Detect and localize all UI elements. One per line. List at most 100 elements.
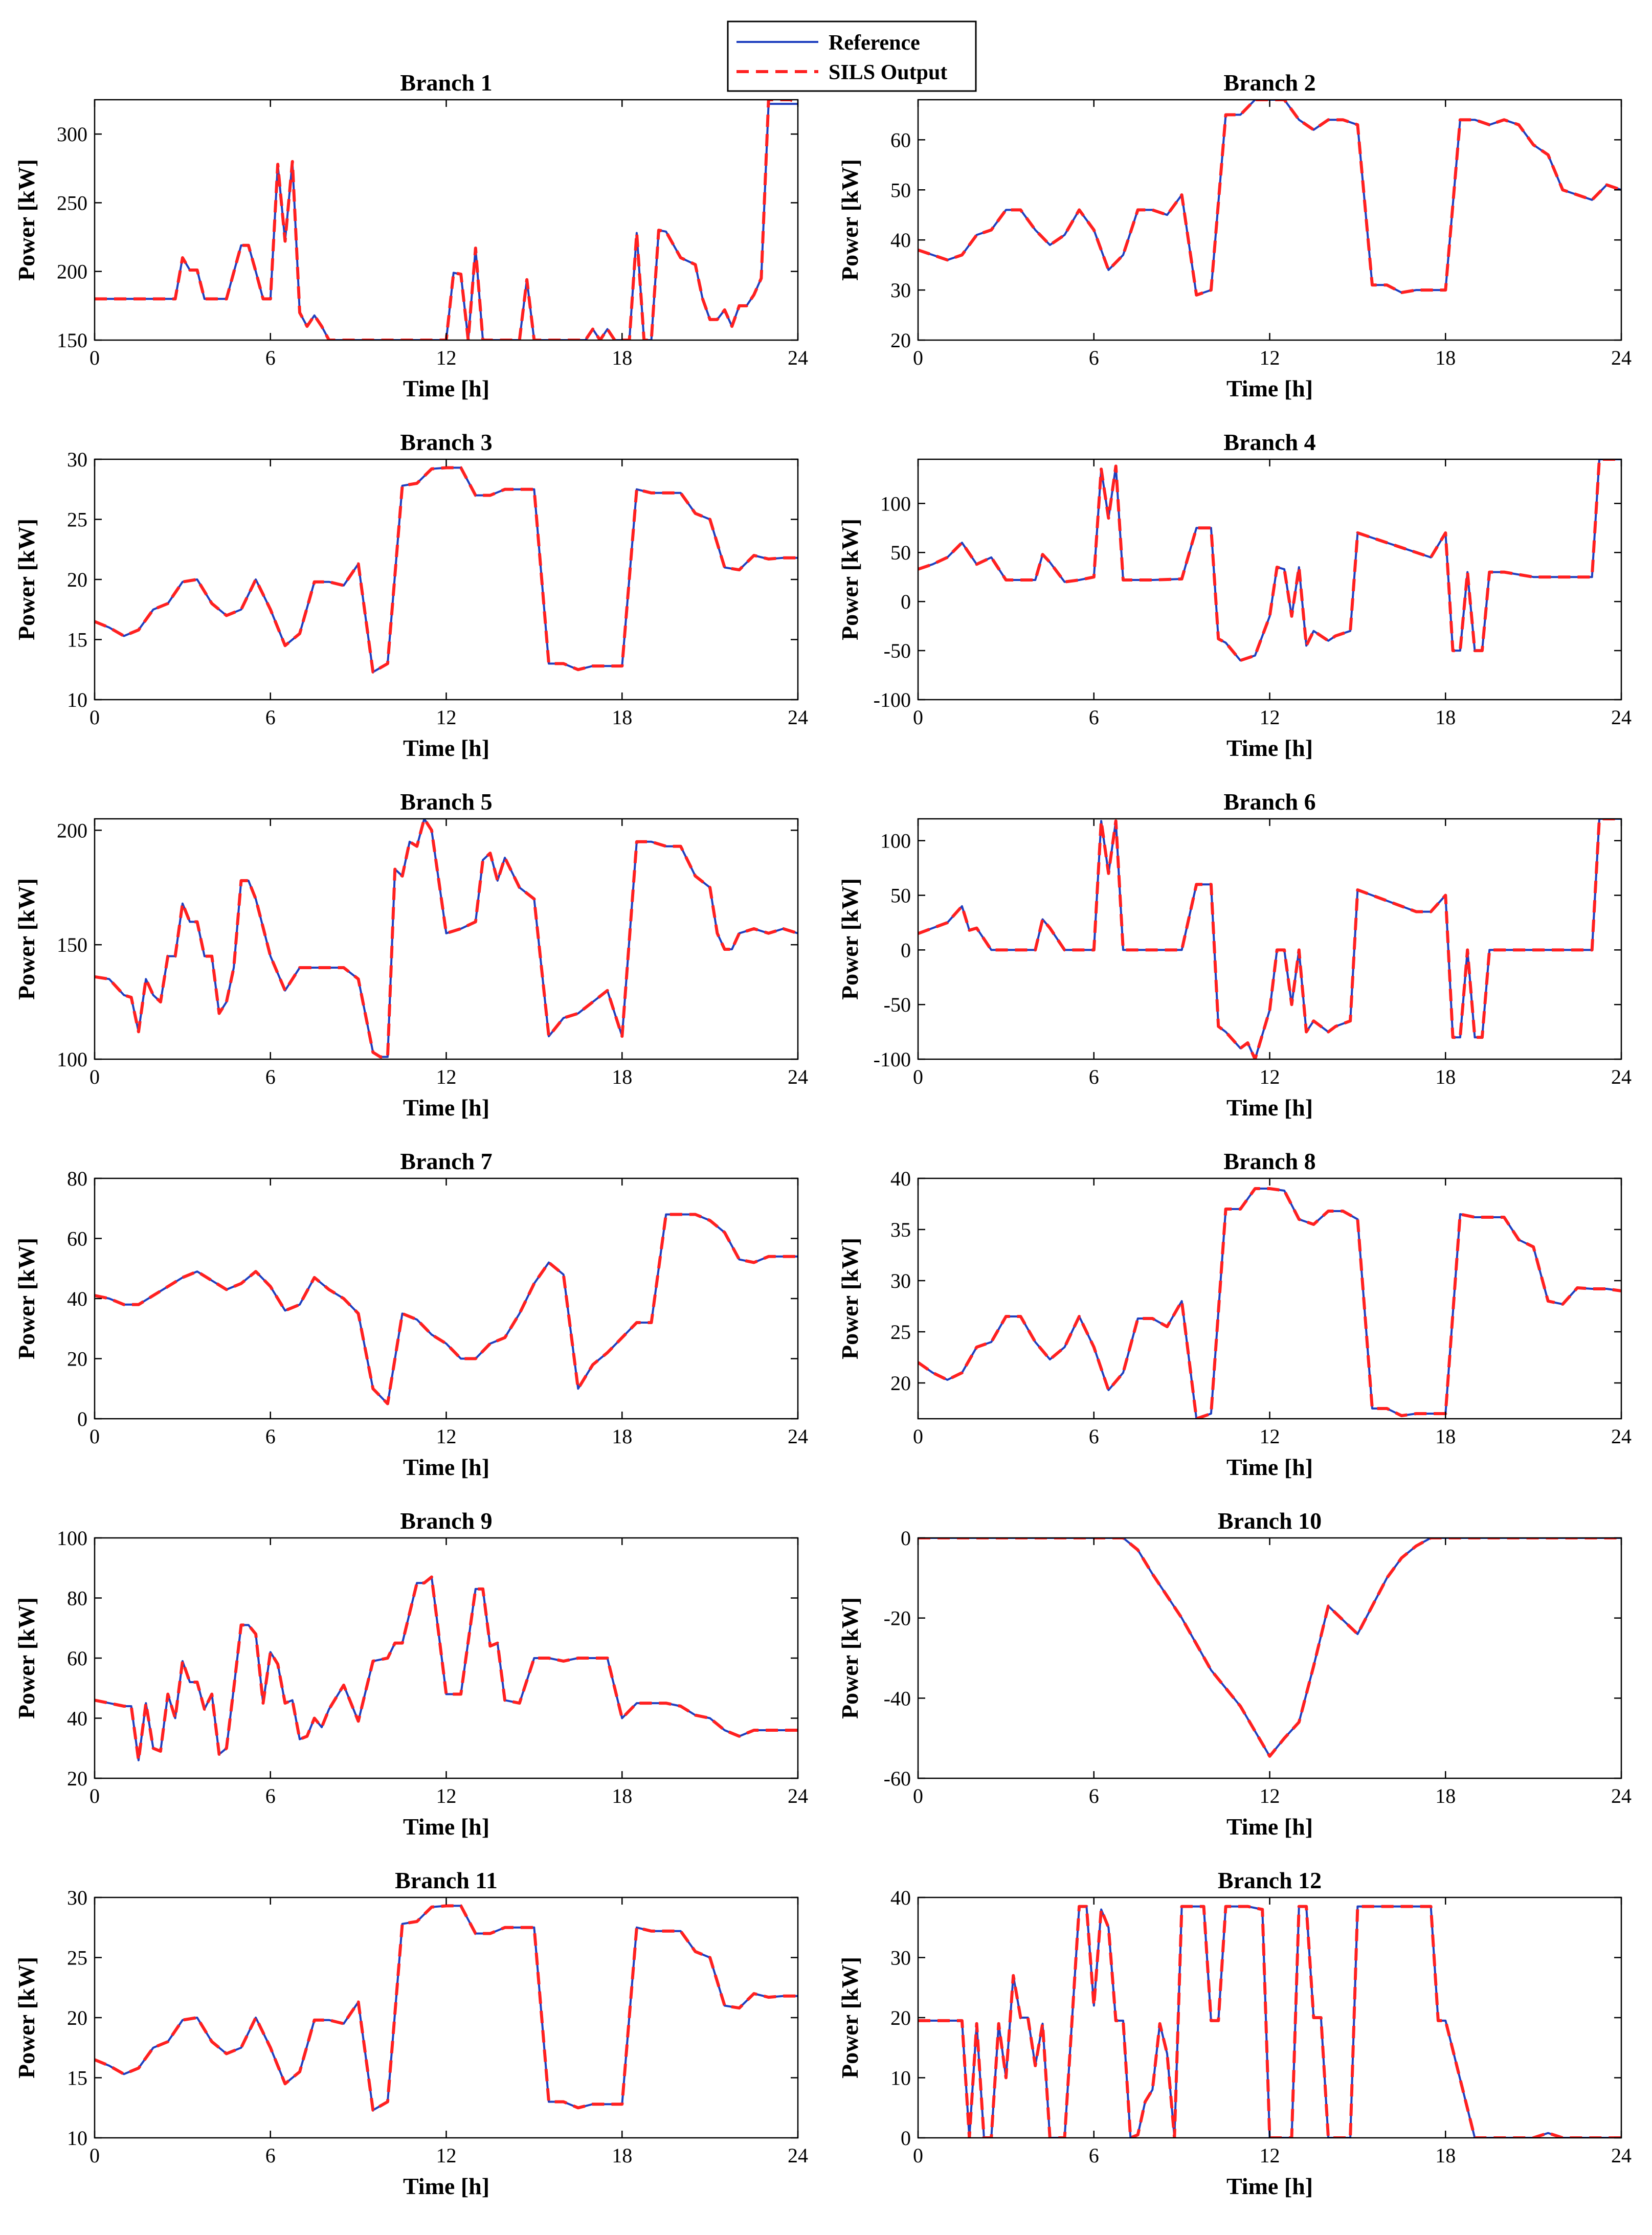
x-tick-label: 6 bbox=[265, 346, 276, 369]
y-tick-label: 60 bbox=[890, 128, 911, 151]
x-tick-label: 18 bbox=[1435, 346, 1456, 369]
y-tick-label: 60 bbox=[67, 1647, 87, 1670]
x-axis-label: Time [h] bbox=[403, 1454, 489, 1480]
x-tick-label: 12 bbox=[436, 1784, 457, 1807]
x-tick-label: 12 bbox=[436, 1425, 457, 1448]
plot-area bbox=[918, 819, 1621, 1059]
y-tick-label: 20 bbox=[67, 1348, 87, 1371]
y-tick-label: 0 bbox=[901, 2127, 911, 2150]
y-tick-label: 25 bbox=[890, 1321, 911, 1344]
y-tick-label: 250 bbox=[57, 191, 87, 214]
plot-area bbox=[918, 1178, 1621, 1419]
x-axis-label: Time [h] bbox=[403, 1814, 489, 1840]
subplot-branch-9: 0 6 12 18 24 20 40 60 80 100 Branch 9 Time [h] Power… bbox=[13, 1508, 808, 1840]
y-tick-label: 0 bbox=[901, 590, 911, 613]
chart-title: Branch 6 bbox=[1223, 789, 1315, 815]
x-tick-label: 12 bbox=[436, 1065, 457, 1088]
y-tick-label: -50 bbox=[884, 993, 911, 1016]
series-line-sils-output bbox=[918, 1905, 1621, 2138]
y-axis-label: Power [kW] bbox=[13, 159, 39, 281]
plot-area bbox=[918, 1897, 1621, 2138]
y-tick-label: 60 bbox=[67, 1227, 87, 1250]
y-tick-label: 100 bbox=[880, 492, 911, 515]
y-tick-label: 30 bbox=[890, 1269, 911, 1292]
x-tick-label: 24 bbox=[788, 706, 808, 729]
x-axis-label: Time [h] bbox=[403, 375, 489, 401]
subplot-branch-5: 0 6 12 18 24 100 150 200 Branch 5 Time [h] Power [… bbox=[13, 789, 808, 1121]
x-tick-label: 18 bbox=[612, 1425, 632, 1448]
x-tick-label: 24 bbox=[1611, 2144, 1632, 2167]
plot-area bbox=[918, 1538, 1621, 1778]
y-tick-label: 20 bbox=[67, 1767, 87, 1790]
x-axis-label: Time [h] bbox=[1226, 2173, 1313, 2199]
series-line-sils-output bbox=[95, 1575, 798, 1762]
y-axis-label: Power [kW] bbox=[13, 1957, 39, 2078]
legend-reference-label: Reference bbox=[829, 31, 920, 55]
y-tick-label: 50 bbox=[890, 541, 911, 564]
y-tick-label: 20 bbox=[890, 2006, 911, 2029]
y-tick-label: 30 bbox=[890, 279, 911, 302]
x-tick-label: 24 bbox=[788, 2144, 808, 2167]
y-tick-label: 30 bbox=[67, 1886, 87, 1909]
x-axis-label: Time [h] bbox=[1226, 1814, 1313, 1840]
x-tick-label: 0 bbox=[90, 1784, 100, 1807]
legend-sils-label: SILS Output bbox=[829, 61, 947, 84]
x-tick-label: 18 bbox=[612, 1784, 632, 1807]
series-line-sils-output bbox=[95, 819, 798, 1059]
y-axis-label: Power [kW] bbox=[13, 1597, 39, 1719]
subplot-branch-1: 0 6 12 18 24 150 200 250 300 Branch 1 Time [h] Powe… bbox=[13, 70, 808, 401]
legend-box bbox=[727, 20, 977, 92]
y-tick-label: 25 bbox=[67, 508, 87, 531]
x-tick-label: 18 bbox=[1435, 1065, 1456, 1088]
x-axis-label: Time [h] bbox=[403, 1094, 489, 1121]
x-tick-label: 0 bbox=[913, 346, 923, 369]
x-tick-label: 0 bbox=[913, 2144, 923, 2167]
subplot-branch-7: 0 6 12 18 24 0 20 40 60 80 Branch 7 Time [h] Power [… bbox=[13, 1148, 808, 1480]
x-tick-label: 12 bbox=[1260, 1784, 1280, 1807]
x-tick-label: 24 bbox=[788, 1784, 808, 1807]
series-line-sils-output bbox=[918, 100, 1621, 297]
x-tick-label: 24 bbox=[788, 346, 808, 369]
x-tick-label: 24 bbox=[1611, 1784, 1632, 1807]
y-tick-label: 80 bbox=[67, 1167, 87, 1190]
y-axis-label: Power [kW] bbox=[837, 1957, 863, 2078]
x-tick-label: 0 bbox=[90, 1065, 100, 1088]
chart-title: Branch 3 bbox=[400, 429, 492, 455]
y-axis-label: Power [kW] bbox=[13, 519, 39, 640]
x-tick-label: 6 bbox=[1089, 2144, 1099, 2167]
chart-title: Branch 7 bbox=[400, 1148, 492, 1174]
plot-area bbox=[95, 819, 798, 1059]
chart-title: Branch 11 bbox=[395, 1867, 498, 1893]
y-tick-label: 0 bbox=[77, 1407, 87, 1431]
x-tick-label: 6 bbox=[265, 1065, 276, 1088]
y-tick-label: 35 bbox=[890, 1218, 911, 1241]
subplot-branch-4: 0 6 12 18 24 -100 -50 0 50 100 Branch 4 Time [h] Pow… bbox=[837, 429, 1632, 761]
x-tick-label: 12 bbox=[1260, 1425, 1280, 1448]
x-axis-label: Time [h] bbox=[1226, 375, 1313, 401]
y-tick-label: 40 bbox=[890, 1167, 911, 1190]
x-tick-label: 0 bbox=[90, 346, 100, 369]
x-tick-label: 6 bbox=[1089, 706, 1099, 729]
y-tick-label: 100 bbox=[57, 1527, 87, 1550]
subplot-branch-11: 0 6 12 18 24 10 15 20 25 30 Branch 11 Time [h] Power… bbox=[13, 1867, 808, 2199]
x-tick-label: 0 bbox=[913, 1425, 923, 1448]
y-tick-label: 40 bbox=[890, 229, 911, 252]
chart-title: Branch 4 bbox=[1223, 429, 1315, 455]
y-axis-label: Power [kW] bbox=[13, 1238, 39, 1359]
x-tick-label: 6 bbox=[265, 2144, 276, 2167]
x-tick-label: 0 bbox=[913, 706, 923, 729]
x-tick-label: 6 bbox=[1089, 1784, 1099, 1807]
series-line-sils-output bbox=[918, 1187, 1621, 1419]
series-line-sils-output bbox=[95, 100, 798, 340]
y-axis-label: Power [kW] bbox=[837, 878, 863, 1000]
y-tick-label: 0 bbox=[901, 938, 911, 962]
y-tick-label: 30 bbox=[67, 448, 87, 471]
subplot-branch-6: 0 6 12 18 24 -100 -50 0 50 100 Branch 6 Time [h] Pow… bbox=[837, 789, 1632, 1121]
x-tick-label: 18 bbox=[1435, 2144, 1456, 2167]
y-tick-label: -50 bbox=[884, 639, 911, 662]
x-tick-label: 12 bbox=[1260, 706, 1280, 729]
x-tick-label: 18 bbox=[1435, 1784, 1456, 1807]
subplot-branch-12: 0 6 12 18 24 0 10 20 30 40 Branch 12 Time [h] Power … bbox=[837, 1867, 1632, 2199]
x-tick-label: 6 bbox=[1089, 1425, 1099, 1448]
x-tick-label: 24 bbox=[788, 1065, 808, 1088]
